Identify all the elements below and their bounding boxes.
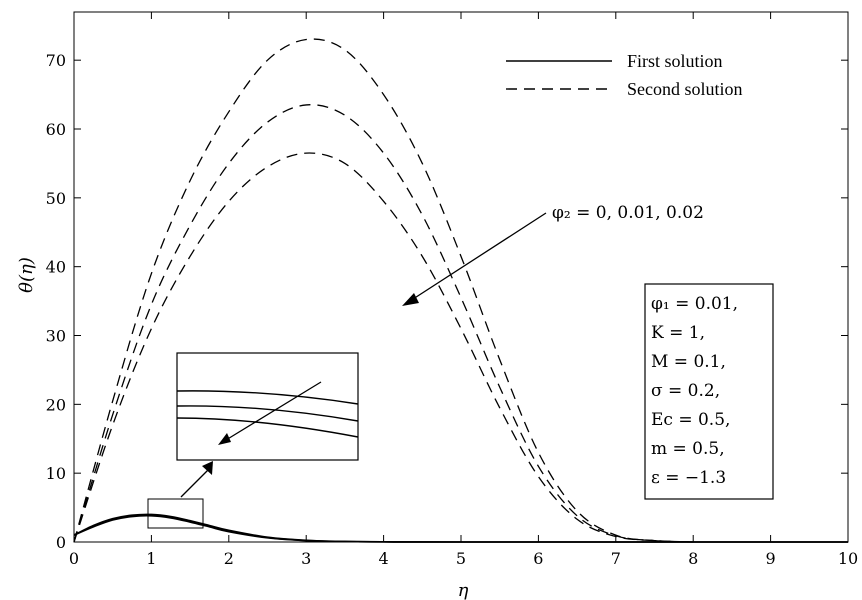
second-solution-curve-phi2-0_02 — [73, 152, 694, 543]
y-tick-label: 10 — [46, 464, 66, 483]
param-ec: Ec = 0.5, — [651, 410, 730, 430]
second-solution-curve-phi2-0_01 — [73, 104, 694, 543]
zoom-region-rectangle — [147, 498, 204, 529]
x-tick-label: 9 — [766, 549, 776, 568]
param-sigma: σ = 0.2, — [651, 381, 720, 401]
y-tick-label: 40 — [46, 258, 66, 277]
parameter-box-frame — [644, 283, 774, 500]
zoom-arrow-head — [202, 461, 213, 475]
param-phi1: φ₁ = 0.01, — [651, 294, 738, 314]
x-tick-label: 2 — [224, 549, 234, 568]
y-tick-label: 30 — [46, 327, 66, 346]
y-tick-label: 70 — [46, 51, 66, 70]
x-tick-label: 10 — [838, 549, 858, 568]
x-axis-label: η — [458, 580, 469, 600]
y-tick-label: 20 — [46, 395, 66, 414]
phi2-arrow-head — [402, 293, 419, 306]
x-tick-label: 7 — [611, 549, 621, 568]
inset-arrow-head — [218, 433, 231, 445]
param-k: K = 1, — [651, 323, 705, 343]
x-tick-label: 3 — [301, 549, 311, 568]
x-tick-label: 0 — [69, 549, 79, 568]
param-epsilon: ε = −1.3 — [651, 468, 726, 488]
x-tick-label: 4 — [379, 549, 389, 568]
parameter-box: φ₁ = 0.01, K = 1, M = 0.1, σ = 0.2, Ec =… — [644, 283, 774, 500]
y-tick-label: 60 — [46, 120, 66, 139]
legend: First solution Second solution — [506, 51, 743, 99]
x-tick-label: 5 — [456, 549, 466, 568]
inset-arrow-shaft — [225, 381, 322, 441]
x-tick-label: 1 — [146, 549, 156, 568]
inset-curve-3 — [176, 417, 359, 438]
inset-zoom — [176, 352, 359, 461]
y-tick-label: 0 — [56, 533, 66, 552]
x-tick-label: 6 — [533, 549, 543, 568]
legend-label-first-solution: First solution — [627, 51, 723, 71]
tick-marks: 0 1 2 3 4 5 6 7 8 9 10 0 10 20 30 40 50 60 70 — [46, 12, 858, 568]
phi2-annotation: φ₂ = 0, 0.01, 0.02 — [552, 203, 704, 223]
phi2-arrow-shaft — [409, 212, 547, 302]
x-tick-label: 8 — [688, 549, 698, 568]
y-axis-label: θ(η) — [16, 257, 37, 293]
y-tick-label: 50 — [46, 189, 66, 208]
param-m: m = 0.5, — [651, 439, 725, 459]
param-m-magnetic: M = 0.1, — [651, 352, 726, 372]
inset-curve-1 — [176, 390, 359, 405]
zoom-arrow-shaft — [180, 469, 209, 498]
inset-curve-2 — [176, 405, 359, 422]
legend-label-second-solution: Second solution — [627, 79, 743, 99]
